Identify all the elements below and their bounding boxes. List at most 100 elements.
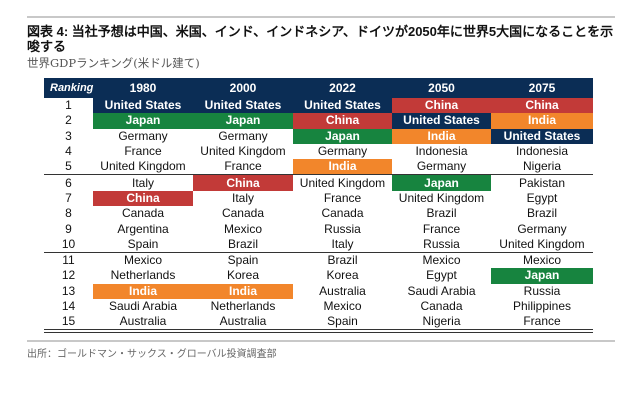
column-header: 2050	[392, 78, 491, 98]
country-cell: China	[93, 190, 193, 207]
country-cell: Australia	[93, 314, 193, 334]
table-row: 13 India India Australia Saudi Arabia Russia	[44, 283, 593, 299]
rank-cell: 5	[44, 159, 93, 176]
rank-cell: 15	[44, 314, 93, 334]
country-cell: Italy	[131, 175, 154, 190]
table-row: 9 Argentina Mexico Russia France Germany	[44, 221, 593, 236]
table-row: 4 France United Kingdom Germany Indonesia Ind…	[44, 144, 593, 159]
country-cell: United Kingdom	[200, 144, 286, 159]
country-cell: Mexico	[522, 253, 561, 268]
country-cell: Canada	[321, 206, 364, 221]
country-cell: United States	[392, 113, 491, 129]
country-cell: China	[491, 98, 593, 114]
rank-cell: 8	[65, 206, 72, 221]
country-cell: Philippines	[512, 299, 572, 313]
country-cell: Japan	[392, 174, 491, 191]
source-note: 出所：ゴールドマン・サックス・グローバル投資調査部	[27, 349, 277, 360]
country-cell: United Kingdom	[398, 190, 485, 205]
country-cell: France	[124, 144, 162, 159]
country-cell: Mexico	[123, 253, 162, 268]
country-cell: Argentina	[117, 221, 169, 236]
country-cell: Japan	[93, 113, 193, 129]
table-row: 15 Australia Australia Spain Nigeria France	[44, 314, 593, 334]
country-cell: Saudi Arabia	[108, 299, 178, 313]
rank-cell: 4	[65, 144, 72, 159]
country-cell: United States	[491, 128, 593, 144]
country-cell: France	[323, 190, 362, 205]
rank-cell: 3	[65, 128, 72, 143]
country-cell: Canada	[121, 206, 165, 221]
top-divider	[27, 16, 615, 18]
table-row: 11 Mexico Spain Brazil Mexico Mexico	[44, 252, 593, 268]
country-cell: United Kingdom	[491, 236, 593, 253]
country-cell: Brazil	[193, 236, 293, 253]
country-cell: France	[193, 159, 293, 176]
country-cell: United States	[193, 98, 293, 114]
country-cell: Canada	[221, 206, 265, 221]
table-row: 3 Germany Germany Japan India United States	[44, 128, 593, 144]
country-cell: India	[491, 113, 593, 129]
country-cell: China	[392, 98, 491, 114]
gdp-ranking-table: Ranking 1980 2000 2022 2050 2075 1 United Stat…	[44, 78, 593, 334]
rank-cell: 1	[65, 98, 72, 113]
country-cell: India	[392, 128, 491, 144]
country-cell: China	[293, 113, 392, 129]
column-header: 1980	[93, 78, 193, 98]
country-cell: India	[293, 159, 392, 176]
country-cell: Nigeria	[491, 159, 593, 176]
country-cell: United Kingdom	[299, 175, 386, 190]
country-cell: France	[491, 314, 593, 334]
country-cell: United States	[293, 98, 392, 114]
country-cell: Italy	[293, 236, 392, 253]
country-cell: Egypt	[526, 190, 558, 205]
country-cell: Russia	[392, 236, 491, 253]
country-cell: Netherlands	[210, 299, 276, 313]
country-cell: Germany	[317, 144, 368, 159]
country-cell: Saudi Arabia	[407, 283, 476, 298]
country-cell: Germany	[218, 128, 268, 143]
rank-cell: 9	[65, 221, 72, 236]
table-row: 12 Netherlands Korea Korea Egypt Japan	[44, 268, 593, 284]
country-cell: Russia	[324, 221, 361, 236]
table-row: 1 United States United States United States…	[44, 98, 593, 114]
table-row: 5 United Kingdom France India Germany Nigeria	[44, 159, 593, 176]
table-row: 8 Canada Canada Canada Brazil Brazil	[44, 206, 593, 221]
column-header: Ranking	[44, 78, 93, 98]
rank-cell: 14	[61, 299, 76, 313]
rank-cell: 2	[65, 113, 72, 128]
table-row: 7 China Italy France United Kingdom Egypt	[44, 190, 593, 207]
country-cell: Egypt	[426, 268, 457, 283]
table-header-row: Ranking 1980 2000 2022 2050 2075	[44, 78, 593, 98]
country-cell: Brazil	[426, 206, 457, 221]
table-row: 2 Japan Japan China United States India	[44, 113, 593, 129]
country-cell: Mexico	[223, 221, 262, 236]
country-cell: Korea	[226, 268, 260, 283]
rank-cell: 6	[65, 175, 72, 190]
table-row: 14 Saudi Arabia Netherlands Mexico Canada Phi…	[44, 299, 593, 314]
country-cell: Germany	[118, 128, 168, 143]
country-cell: Nigeria	[392, 314, 491, 334]
rank-cell: 12	[61, 268, 76, 283]
country-cell: Brazil	[327, 253, 358, 268]
column-header: 2000	[193, 78, 293, 98]
country-cell: Japan	[193, 113, 293, 129]
country-cell: Pakistan	[518, 175, 566, 190]
country-cell: Germany	[392, 159, 491, 176]
country-cell: Spain	[93, 236, 193, 253]
country-cell: Australia	[193, 314, 293, 334]
rank-cell: 13	[61, 283, 76, 298]
country-cell: Spain	[227, 253, 259, 268]
country-cell: Russia	[523, 283, 561, 298]
figure-title: 図表 4: 当社予想は中国、米国、インド、インドネシア、ドイツが2050年に世界…	[27, 24, 614, 54]
country-cell: India	[93, 283, 193, 299]
country-cell: Netherlands	[110, 268, 176, 283]
country-cell: Australia	[319, 283, 366, 298]
rank-cell: 7	[65, 190, 72, 205]
country-cell: Germany	[517, 221, 567, 236]
country-cell: Indonesia	[415, 144, 468, 159]
country-cell: United Kingdom	[93, 159, 193, 176]
country-cell: Canada	[420, 299, 463, 313]
country-cell: Spain	[293, 314, 392, 334]
country-cell: France	[422, 221, 461, 236]
table-row: 6 Italy China United Kingdom Japan Pakistan	[44, 174, 593, 191]
